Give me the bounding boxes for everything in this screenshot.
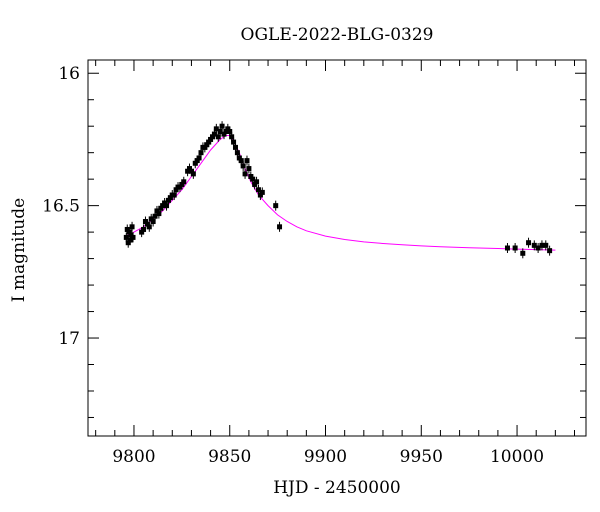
data-point: [231, 139, 237, 145]
data-point: [535, 245, 541, 251]
data-point: [123, 234, 129, 240]
data-point: [187, 166, 193, 172]
data-point: [179, 181, 185, 187]
x-tick-label: 10000: [490, 447, 544, 467]
tick-labels: 9800 9850 9900 9950 10000 16 16.5 17: [42, 64, 544, 467]
data-point: [173, 187, 179, 193]
data-point: [543, 242, 549, 248]
data-point: [124, 226, 130, 232]
y-axis-title: I magnitude: [9, 198, 29, 302]
data-point: [208, 136, 214, 142]
data-point: [254, 179, 260, 185]
data-point: [148, 216, 154, 222]
data-point: [236, 155, 242, 161]
data-point: [158, 205, 164, 211]
data-point: [531, 242, 537, 248]
data-point: [130, 234, 136, 240]
data-point: [171, 192, 177, 198]
data-point: [504, 245, 510, 251]
data-point: [213, 126, 219, 132]
data-point: [167, 195, 173, 201]
model-curve: [126, 135, 556, 251]
x-axis-title: HJD - 2450000: [273, 478, 401, 498]
data-point: [125, 240, 131, 246]
data-point: [225, 126, 231, 132]
data-point: [221, 131, 227, 137]
data-point: [202, 144, 208, 150]
data-point: [250, 176, 256, 182]
data-point: [194, 158, 200, 164]
data-point: [192, 160, 198, 166]
data-point: [185, 168, 191, 174]
data-point: [211, 131, 217, 137]
data-point: [210, 134, 215, 140]
data-point: [259, 189, 265, 195]
data-point: [217, 128, 223, 134]
data-point: [215, 134, 221, 140]
plot-frame: [87, 59, 587, 437]
data-point: [520, 250, 526, 256]
data-point: [512, 245, 518, 251]
data-point: [539, 242, 545, 248]
data-point: [190, 171, 196, 177]
data-point: [177, 184, 183, 190]
data-point: [204, 142, 210, 148]
data-point: [526, 240, 532, 246]
data-point: [273, 203, 279, 209]
data-point: [257, 192, 263, 198]
chart-title: OGLE-2022-BLG-0329: [241, 25, 434, 45]
y-tick-label: 16: [58, 64, 80, 84]
data-point: [227, 128, 233, 134]
x-tick-label: 9800: [112, 447, 155, 467]
data-point: [164, 203, 170, 209]
data-point: [160, 203, 166, 209]
data-point: [162, 200, 168, 206]
x-tick-label: 9850: [208, 447, 251, 467]
data-point: [181, 179, 187, 185]
data-point: [234, 150, 240, 156]
data-point: [139, 229, 145, 235]
data-points: [123, 121, 553, 259]
data-point: [232, 144, 238, 150]
data-point: [196, 155, 202, 161]
data-point: [150, 219, 156, 225]
x-tick-label: 9950: [400, 447, 443, 467]
data-point: [255, 187, 261, 193]
data-point: [229, 134, 235, 140]
data-point: [188, 168, 194, 174]
data-point: [244, 158, 250, 164]
data-point: [248, 174, 254, 180]
data-point: [198, 150, 204, 156]
data-point: [156, 211, 162, 217]
data-point: [547, 248, 553, 254]
data-point: [146, 224, 152, 230]
y-tick-label: 17: [58, 329, 80, 349]
data-point: [277, 224, 283, 230]
data-point: [142, 219, 148, 225]
data-point: [154, 208, 160, 214]
data-point: [223, 128, 229, 134]
y-tick-label: 16.5: [42, 197, 80, 217]
data-point: [252, 181, 258, 187]
data-point: [141, 226, 147, 232]
x-tick-label: 9900: [304, 447, 347, 467]
data-point: [165, 197, 171, 203]
data-point: [240, 163, 246, 169]
data-point: [238, 158, 244, 164]
data-point: [128, 232, 134, 238]
data-point: [144, 221, 150, 227]
data-point: [246, 166, 252, 172]
data-point: [206, 139, 212, 145]
data-point: [152, 213, 158, 219]
data-point: [242, 171, 248, 177]
data-point: [219, 123, 225, 129]
data-point: [129, 224, 135, 230]
data-point: [127, 237, 133, 243]
data-point: [126, 229, 132, 235]
axis-ticks: [88, 60, 586, 436]
